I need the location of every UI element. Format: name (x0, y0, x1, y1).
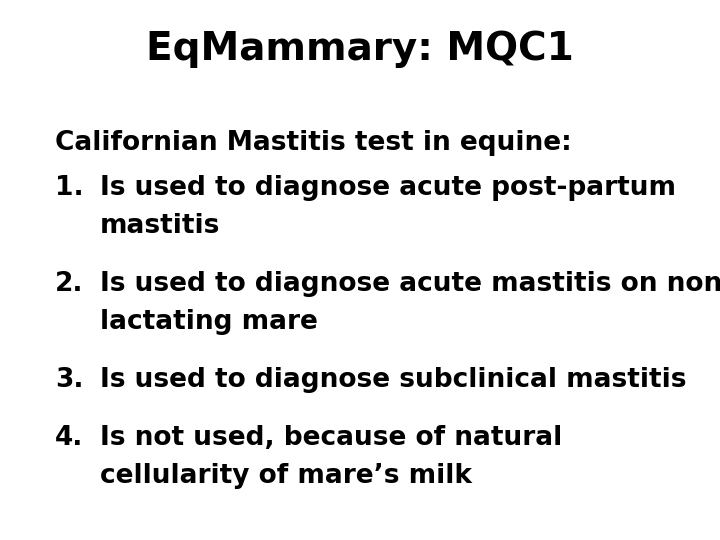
Text: Is used to diagnose subclinical mastitis: Is used to diagnose subclinical mastitis (100, 367, 686, 393)
Text: Is used to diagnose acute mastitis on non-: Is used to diagnose acute mastitis on no… (100, 271, 720, 297)
Text: 2.: 2. (55, 271, 84, 297)
Text: lactating mare: lactating mare (100, 309, 318, 335)
Text: 4.: 4. (55, 425, 84, 451)
Text: cellularity of mare’s milk: cellularity of mare’s milk (100, 463, 472, 489)
Text: 3.: 3. (55, 367, 84, 393)
Text: Is not used, because of natural: Is not used, because of natural (100, 425, 562, 451)
Text: EqMammary: MQC1: EqMammary: MQC1 (146, 30, 574, 68)
Text: 1.: 1. (55, 175, 84, 201)
Text: Californian Mastitis test in equine:: Californian Mastitis test in equine: (55, 130, 572, 156)
Text: Is used to diagnose acute post-partum: Is used to diagnose acute post-partum (100, 175, 676, 201)
Text: mastitis: mastitis (100, 213, 220, 239)
